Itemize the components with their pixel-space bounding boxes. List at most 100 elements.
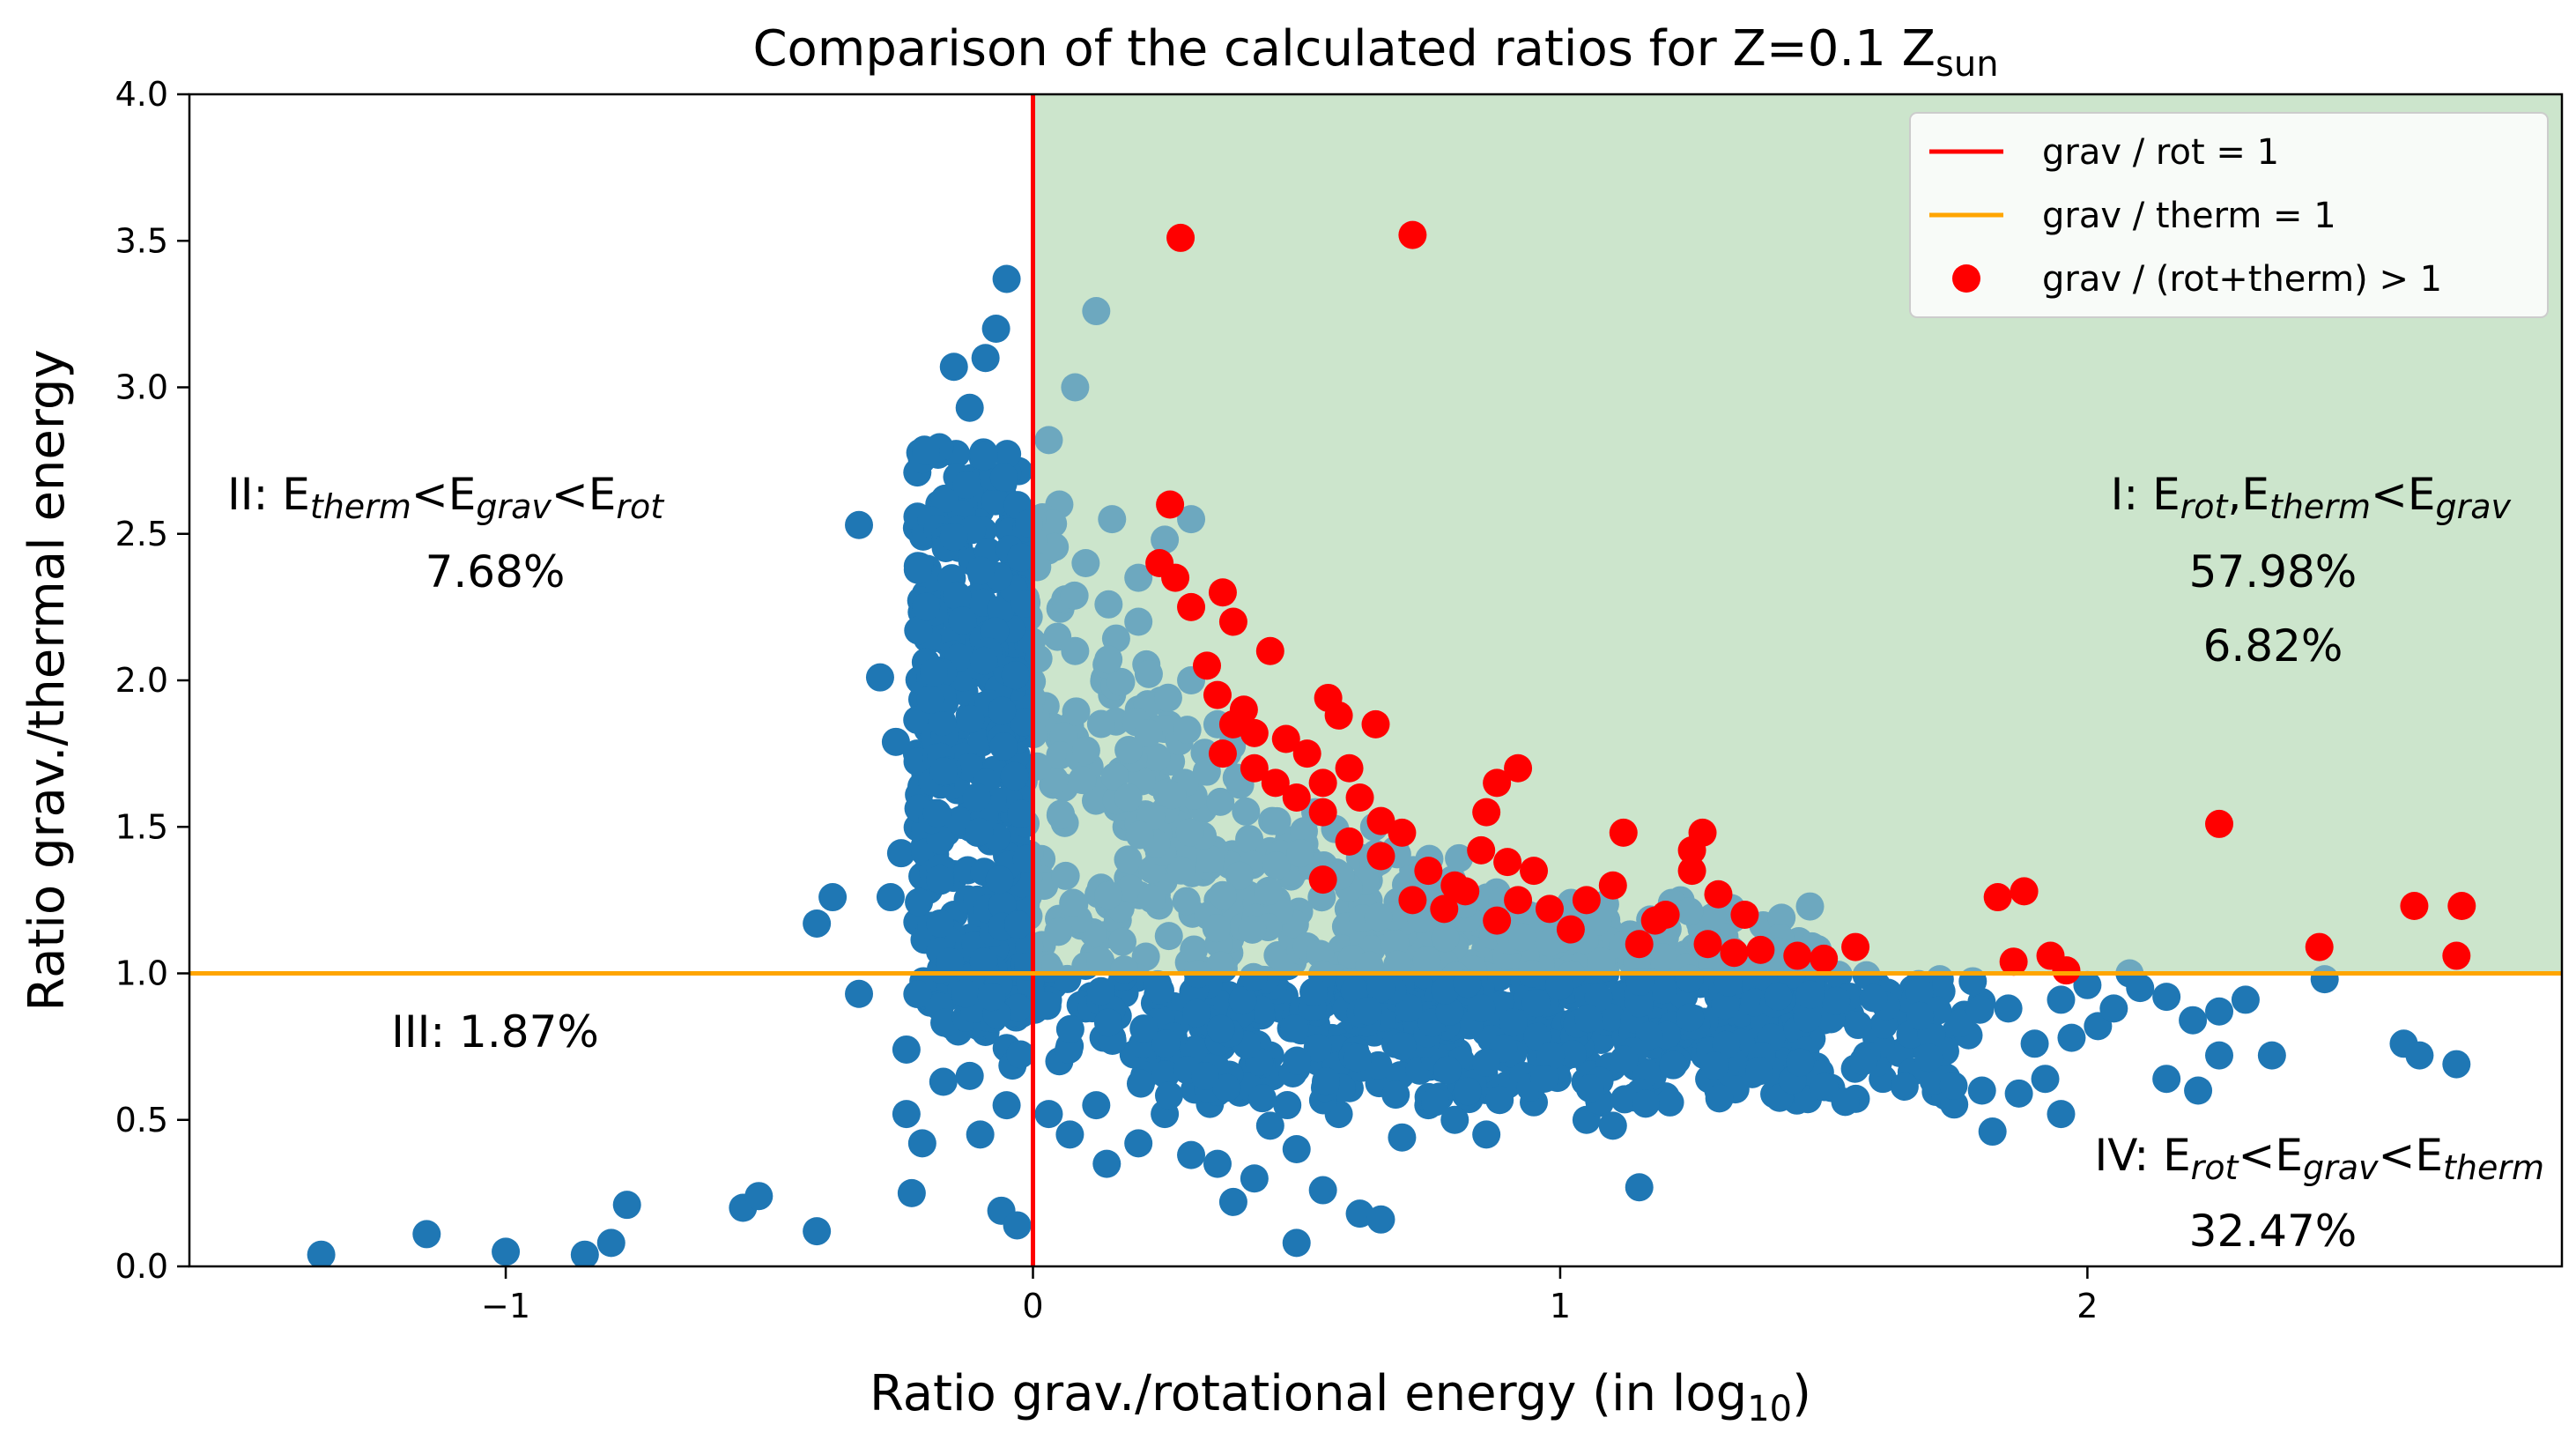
data-point-blue <box>1906 1001 1935 1030</box>
data-point-blue <box>1529 1065 1558 1094</box>
data-point-blue <box>1061 373 1090 402</box>
y-tick-label: 2.0 <box>115 661 168 700</box>
data-point-blue <box>1648 943 1677 972</box>
data-point-blue <box>1364 902 1393 932</box>
data-point-blue <box>2442 1050 2471 1079</box>
data-point-blue <box>1059 888 1088 917</box>
data-point-blue <box>1587 946 1616 976</box>
x-axis-label-subscript: 10 <box>1747 1389 1792 1429</box>
data-point-red <box>1398 886 1427 915</box>
region-I-label-subscript: therm <box>2269 487 2371 526</box>
data-point-blue <box>1134 718 1163 747</box>
data-point-red <box>1388 818 1417 847</box>
data-point-blue <box>903 555 932 584</box>
data-point-red <box>1704 880 1733 909</box>
data-point-blue <box>1086 946 1115 976</box>
data-point-blue <box>1190 1061 1219 1090</box>
data-point-blue <box>1238 915 1267 944</box>
data-point-blue <box>1574 1004 1603 1033</box>
data-point-blue <box>1698 902 1727 932</box>
scatter-points-layer <box>307 94 2562 1266</box>
data-point-blue <box>1181 998 1210 1028</box>
data-point-blue <box>1831 1087 1860 1117</box>
data-point-blue <box>965 817 994 846</box>
data-point-blue <box>1240 1164 1269 1193</box>
data-point-blue <box>1003 1211 1032 1240</box>
data-point-red <box>1335 827 1364 856</box>
data-point-blue <box>951 979 980 1008</box>
data-point-blue <box>1114 736 1144 765</box>
data-point-blue <box>1177 1140 1206 1169</box>
data-point-red <box>1218 709 1247 739</box>
x-tick-label: 0 <box>1022 1287 1043 1325</box>
data-point-blue <box>892 1035 921 1064</box>
data-point-red <box>1208 578 1237 607</box>
data-point-blue <box>1175 818 1204 847</box>
region-I-label-subscript: rot <box>2180 487 2230 526</box>
data-point-blue <box>2020 1029 2049 1058</box>
data-point-red <box>1335 753 1364 783</box>
data-point-blue <box>1006 1040 1035 1069</box>
data-point-blue <box>981 486 1010 516</box>
data-point-blue <box>989 731 1018 761</box>
data-point-blue <box>492 1237 521 1266</box>
data-point-red <box>1308 798 1337 827</box>
data-point-blue <box>1081 786 1110 815</box>
data-point-blue <box>1126 1069 1155 1098</box>
data-point-blue <box>988 696 1017 725</box>
region-I-label-part: ,E <box>2227 469 2269 520</box>
data-point-red <box>1361 709 1390 739</box>
data-point-red <box>1203 680 1232 709</box>
data-point-blue <box>1055 1035 1084 1064</box>
data-point-blue <box>1795 892 1825 921</box>
data-point-blue <box>1114 845 1143 874</box>
data-point-blue <box>977 983 1006 1012</box>
data-point-blue <box>2004 1079 2033 1108</box>
data-point-blue <box>981 315 1010 343</box>
data-point-red <box>1240 718 1269 747</box>
data-point-blue <box>966 556 996 585</box>
data-point-blue <box>1092 1149 1121 1178</box>
data-point-blue <box>845 510 874 539</box>
data-point-blue <box>1471 1048 1500 1077</box>
data-point-blue <box>2179 1006 2208 1035</box>
data-point-blue <box>1071 549 1100 577</box>
data-point-blue <box>1196 845 1225 874</box>
data-point-blue <box>1544 971 1573 1000</box>
data-point-blue <box>1094 880 1123 909</box>
y-tick-label: 3.5 <box>115 221 168 260</box>
y-tick-label: 0.5 <box>115 1101 168 1139</box>
region-I-label-subscript: grav <box>2435 487 2511 526</box>
data-point-blue <box>1280 1014 1309 1043</box>
data-point-blue <box>1712 1030 1741 1059</box>
data-point-blue <box>1151 1060 1181 1089</box>
data-point-blue <box>1116 874 1145 903</box>
data-point-blue <box>1153 683 1182 712</box>
data-point-blue <box>1235 825 1264 854</box>
data-point-red <box>1156 490 1185 519</box>
data-point-blue <box>1107 927 1136 956</box>
data-point-blue <box>897 1178 926 1207</box>
data-point-blue <box>1033 991 1062 1021</box>
data-point-blue <box>1453 969 1482 998</box>
data-point-blue <box>1303 1034 1332 1063</box>
data-point-blue <box>1212 1073 1241 1102</box>
y-tick-label: 0.0 <box>115 1247 168 1286</box>
x-axis-label-main: Ratio grav./rotational energy (in log <box>870 1365 1747 1422</box>
data-point-blue <box>2073 970 2102 999</box>
data-point-blue <box>1006 543 1035 572</box>
data-point-blue <box>1151 525 1180 554</box>
data-point-blue <box>2184 1076 2213 1105</box>
data-point-blue <box>985 865 1014 894</box>
data-point-blue <box>989 463 1018 492</box>
data-point-blue <box>1994 994 2023 1023</box>
data-point-blue <box>1945 1009 1974 1038</box>
data-point-blue <box>1262 850 1291 880</box>
data-point-blue <box>1655 1087 1684 1117</box>
annotations-layer: Comparison of the calculated ratios for … <box>19 20 2544 1429</box>
data-point-blue <box>1575 1073 1604 1102</box>
data-point-blue <box>1435 997 1464 1026</box>
data-point-blue <box>1536 1042 1566 1071</box>
data-point-red <box>1999 947 2028 976</box>
data-point-blue <box>892 1100 921 1129</box>
